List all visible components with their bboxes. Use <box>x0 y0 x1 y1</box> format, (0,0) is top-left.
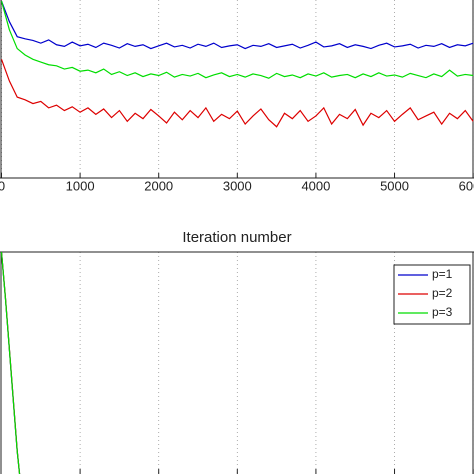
x-tick-label: 1000 <box>66 178 95 193</box>
legend-label: p=1 <box>432 267 453 281</box>
legend-label: p=2 <box>432 286 453 300</box>
x-tick-label: 4000 <box>301 178 330 193</box>
series-line <box>0 0 474 79</box>
series-line <box>0 251 21 474</box>
x-tick-label: 2000 <box>144 178 173 193</box>
x-tick-label: 0 <box>0 178 5 193</box>
series-line <box>0 59 474 128</box>
x-tick-label: 3000 <box>223 178 252 193</box>
x-axis-label: Iteration number <box>182 229 291 246</box>
x-tick-label: 5000 <box>380 178 409 193</box>
series-line <box>0 0 474 50</box>
x-tick-label: 6000 <box>459 178 474 193</box>
legend-label: p=3 <box>432 305 453 319</box>
